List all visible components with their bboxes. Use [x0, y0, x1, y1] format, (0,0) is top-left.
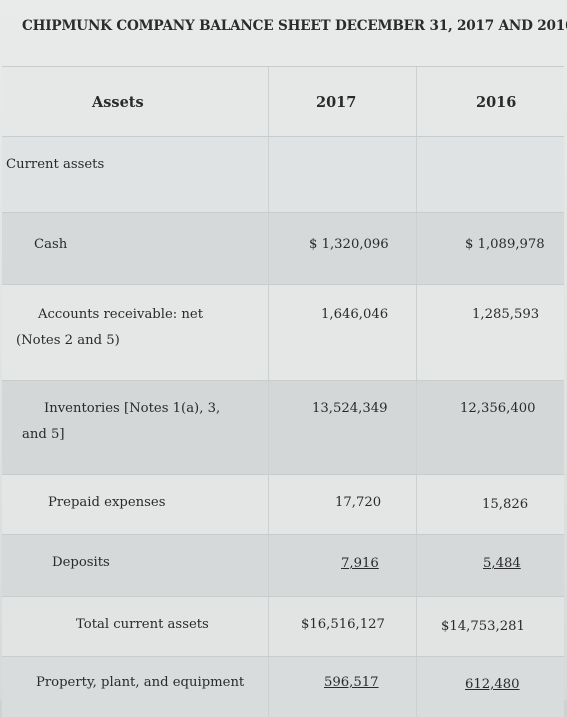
- header-row: Assets 2017 2016: [2, 66, 564, 137]
- balance-sheet-table: Assets 2017 2016 Current assets Cash $ 1…: [2, 66, 564, 717]
- table-row: Inventories [Notes 1(a), 3, and 5] 13,52…: [2, 380, 564, 475]
- section-row: Current assets: [2, 136, 564, 213]
- table-row: Property, plant, and equipment 596,517 6…: [2, 656, 564, 717]
- value-2016: 12,356,400: [460, 401, 536, 416]
- table-row: Total current assets $16,516,127 $14,753…: [2, 596, 564, 657]
- row-label: Property, plant, and equipment: [36, 675, 245, 690]
- header-assets: Assets: [92, 94, 144, 111]
- value-2017: 7,916: [341, 556, 379, 571]
- table-row: Deposits 7,916 5,484: [2, 534, 564, 597]
- table-row: Accounts receivable: net (Notes 2 and 5)…: [2, 284, 564, 381]
- row-label: Deposits: [52, 555, 110, 570]
- row-label: Total current assets: [76, 617, 209, 632]
- table-row: Prepaid expenses 17,720 15,826: [2, 474, 564, 535]
- row-label: Prepaid expenses: [48, 495, 166, 510]
- value-2017: 13,524,349: [312, 401, 388, 416]
- sheet-title: CHIPMUNK COMPANY BALANCE SHEET DECEMBER …: [22, 18, 567, 34]
- value-2016: $ 1,089,978: [465, 237, 545, 252]
- value-2017: $ 1,320,096: [309, 237, 389, 252]
- value-2016: $14,753,281: [441, 619, 525, 634]
- row-label: Accounts receivable: net: [38, 307, 204, 322]
- value-2016: 612,480: [465, 677, 520, 692]
- header-2016: 2016: [476, 94, 517, 111]
- row-label: Inventories [Notes 1(a), 3,: [44, 401, 221, 416]
- row-label-note: and 5]: [22, 427, 65, 442]
- value-2017: 17,720: [335, 495, 382, 510]
- value-2016: 5,484: [483, 556, 521, 571]
- value-2017: $16,516,127: [301, 617, 385, 632]
- value-2017: 596,517: [324, 675, 379, 690]
- value-2016: 15,826: [482, 497, 529, 512]
- table-row: Cash $ 1,320,096 $ 1,089,978: [2, 212, 564, 285]
- value-2017: 1,646,046: [321, 307, 389, 322]
- value-2016: 1,285,593: [472, 307, 540, 322]
- header-2017: 2017: [316, 94, 357, 111]
- row-label: Cash: [34, 237, 68, 252]
- section-current-assets: Current assets: [6, 157, 105, 172]
- row-label-note: (Notes 2 and 5): [16, 333, 120, 348]
